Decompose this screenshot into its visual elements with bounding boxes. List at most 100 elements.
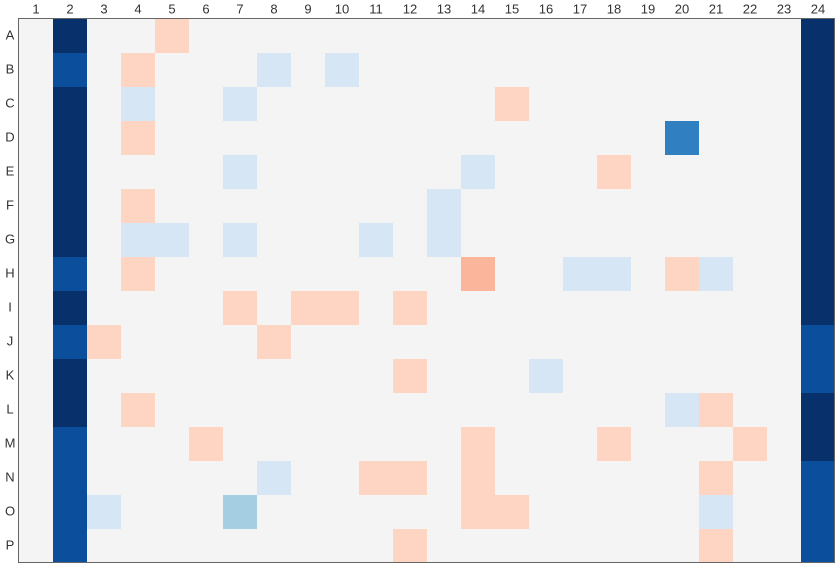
cell xyxy=(325,121,359,155)
cell xyxy=(19,155,53,189)
cell xyxy=(495,155,529,189)
cell xyxy=(359,529,393,563)
cell xyxy=(427,189,461,223)
cell xyxy=(155,189,189,223)
cell xyxy=(87,189,121,223)
cell xyxy=(257,461,291,495)
cell xyxy=(665,121,699,155)
cell xyxy=(529,461,563,495)
cell xyxy=(291,19,325,53)
column-label: 11 xyxy=(369,1,383,16)
cell xyxy=(223,53,257,87)
cell xyxy=(733,189,767,223)
cell xyxy=(291,155,325,189)
cell xyxy=(801,121,835,155)
cell xyxy=(563,529,597,563)
cell xyxy=(257,155,291,189)
cell xyxy=(631,461,665,495)
cell xyxy=(19,223,53,257)
cell xyxy=(257,223,291,257)
column-label: 14 xyxy=(471,1,485,16)
cell xyxy=(291,257,325,291)
cell xyxy=(529,325,563,359)
cell xyxy=(733,427,767,461)
cell xyxy=(19,53,53,87)
column-label: 15 xyxy=(505,1,519,16)
cell xyxy=(461,393,495,427)
cell xyxy=(19,427,53,461)
cell xyxy=(53,87,87,121)
cell xyxy=(801,291,835,325)
cell xyxy=(665,325,699,359)
cell xyxy=(325,529,359,563)
cell xyxy=(801,257,835,291)
column-label: 12 xyxy=(403,1,417,16)
cell xyxy=(699,87,733,121)
cell xyxy=(121,19,155,53)
cell xyxy=(665,461,699,495)
cell xyxy=(733,53,767,87)
cell xyxy=(495,53,529,87)
cell xyxy=(393,495,427,529)
cell xyxy=(699,427,733,461)
cell xyxy=(767,325,801,359)
cell xyxy=(631,53,665,87)
cell xyxy=(427,291,461,325)
column-label: 5 xyxy=(168,1,175,16)
cell xyxy=(801,87,835,121)
cell xyxy=(597,529,631,563)
cell xyxy=(767,53,801,87)
cell xyxy=(53,223,87,257)
cell xyxy=(325,53,359,87)
column-label: 17 xyxy=(573,1,587,16)
cell xyxy=(461,495,495,529)
cell xyxy=(461,155,495,189)
cell xyxy=(19,121,53,155)
cell xyxy=(801,393,835,427)
cell xyxy=(801,155,835,189)
cell xyxy=(121,427,155,461)
row-label: N xyxy=(5,469,14,484)
cell xyxy=(155,325,189,359)
cell xyxy=(325,223,359,257)
cell xyxy=(189,393,223,427)
cell xyxy=(223,121,257,155)
cell xyxy=(121,121,155,155)
column-label: 24 xyxy=(811,1,825,16)
cell xyxy=(733,359,767,393)
cell xyxy=(393,53,427,87)
cell xyxy=(223,495,257,529)
cell xyxy=(801,495,835,529)
cell xyxy=(121,257,155,291)
cell xyxy=(495,257,529,291)
cell xyxy=(325,427,359,461)
cell xyxy=(529,223,563,257)
cell xyxy=(665,393,699,427)
cell xyxy=(325,19,359,53)
cell xyxy=(733,19,767,53)
cell xyxy=(291,529,325,563)
cell xyxy=(563,359,597,393)
cell xyxy=(631,223,665,257)
cell xyxy=(597,19,631,53)
cell xyxy=(665,359,699,393)
cell xyxy=(393,291,427,325)
cell xyxy=(19,461,53,495)
row-label: A xyxy=(6,27,15,42)
cell xyxy=(563,87,597,121)
cell xyxy=(767,189,801,223)
cell xyxy=(597,461,631,495)
cell xyxy=(461,291,495,325)
cell xyxy=(121,53,155,87)
cell xyxy=(121,223,155,257)
cell xyxy=(223,19,257,53)
cell xyxy=(427,223,461,257)
cell xyxy=(733,155,767,189)
cell xyxy=(631,291,665,325)
cell xyxy=(325,495,359,529)
cell xyxy=(631,87,665,121)
cell xyxy=(53,189,87,223)
cell xyxy=(699,19,733,53)
cell xyxy=(87,393,121,427)
cell xyxy=(257,393,291,427)
